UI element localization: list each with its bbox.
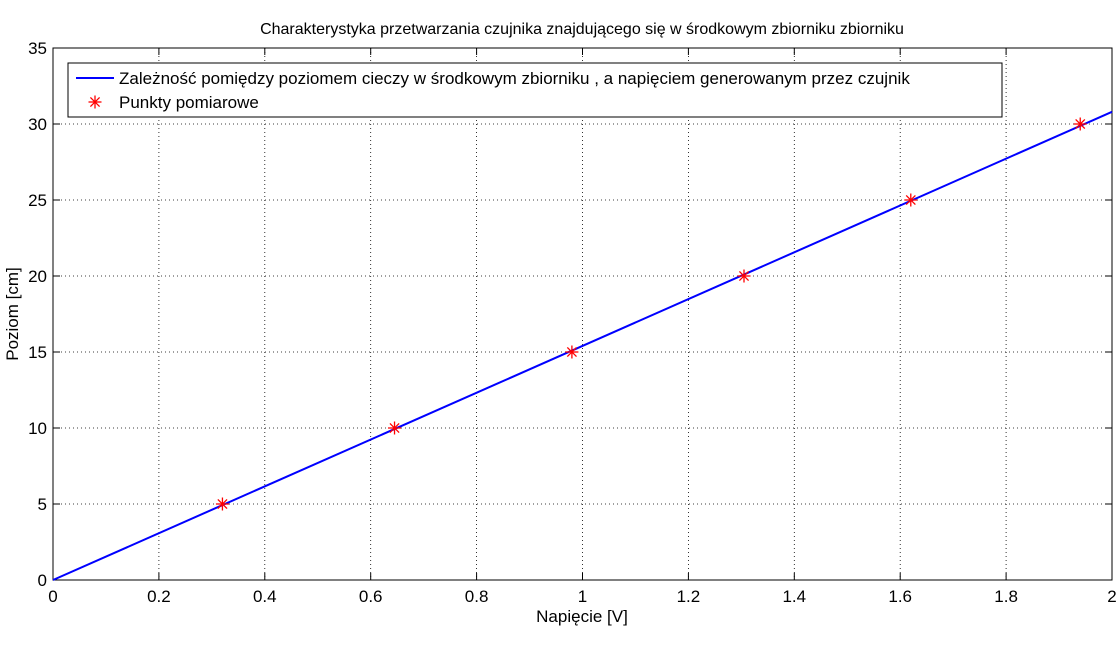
x-tick-label: 0 xyxy=(48,587,57,606)
data-point xyxy=(904,193,918,207)
y-tick-label: 15 xyxy=(28,343,47,362)
y-tick-labels: 0 5 10 15 20 25 30 35 xyxy=(28,39,47,590)
x-tick-label: 1.2 xyxy=(677,587,701,606)
y-tick-label: 35 xyxy=(28,39,47,58)
x-tick-label: 1.6 xyxy=(888,587,912,606)
data-point xyxy=(737,269,751,283)
y-axis-label: Poziom [cm] xyxy=(3,267,22,361)
marker-stroke xyxy=(738,270,750,282)
series-line xyxy=(52,110,1113,581)
marker-stroke xyxy=(1075,118,1086,130)
y-tick-label: 5 xyxy=(38,495,47,514)
data-point xyxy=(565,345,579,359)
y-tick-label: 0 xyxy=(38,571,47,590)
y-tick-label: 30 xyxy=(28,115,47,134)
legend-marker-asterisk xyxy=(88,95,102,109)
chart-title: Charakterystyka przetwarzania czujnika z… xyxy=(260,21,904,38)
series-group xyxy=(52,110,1113,581)
data-point xyxy=(215,497,229,511)
x-tick-labels: 0 0.2 0.4 0.6 0.8 1 1.2 1.4 1.6 1.8 2 xyxy=(48,587,1116,606)
x-tick-label: 1.8 xyxy=(994,587,1018,606)
legend-entry-points: Punkty pomiarowe xyxy=(119,93,259,112)
marker-stroke xyxy=(905,194,916,206)
data-point xyxy=(388,421,402,435)
legend-marker-swatch xyxy=(88,95,102,109)
legend-entry-line: Zależność pomiędzy poziomem cieczy w śro… xyxy=(119,69,910,88)
data-point xyxy=(1073,117,1087,131)
x-axis-label: Napięcie [V] xyxy=(536,607,628,626)
x-tick-label: 1.4 xyxy=(782,587,806,606)
y-tick-label: 25 xyxy=(28,191,47,210)
x-tick-label: 0.6 xyxy=(359,587,383,606)
marker-stroke xyxy=(566,346,577,358)
x-tick-label: 1 xyxy=(578,587,587,606)
x-tick-label: 0.4 xyxy=(253,587,277,606)
legend-box xyxy=(67,62,1003,118)
x-tick-label: 0.2 xyxy=(147,587,171,606)
grid xyxy=(53,48,1112,580)
legend: Zależność pomiędzy poziomem cieczy w śro… xyxy=(67,62,1003,118)
axis-ticks xyxy=(52,47,1113,581)
x-tick-label: 2 xyxy=(1107,587,1116,606)
x-tick-label: 0.8 xyxy=(465,587,489,606)
marker-stroke xyxy=(389,422,400,434)
y-tick-label: 10 xyxy=(28,419,47,438)
y-tick-label: 20 xyxy=(28,267,47,286)
marker-stroke xyxy=(89,96,101,108)
marker-stroke xyxy=(217,498,228,510)
